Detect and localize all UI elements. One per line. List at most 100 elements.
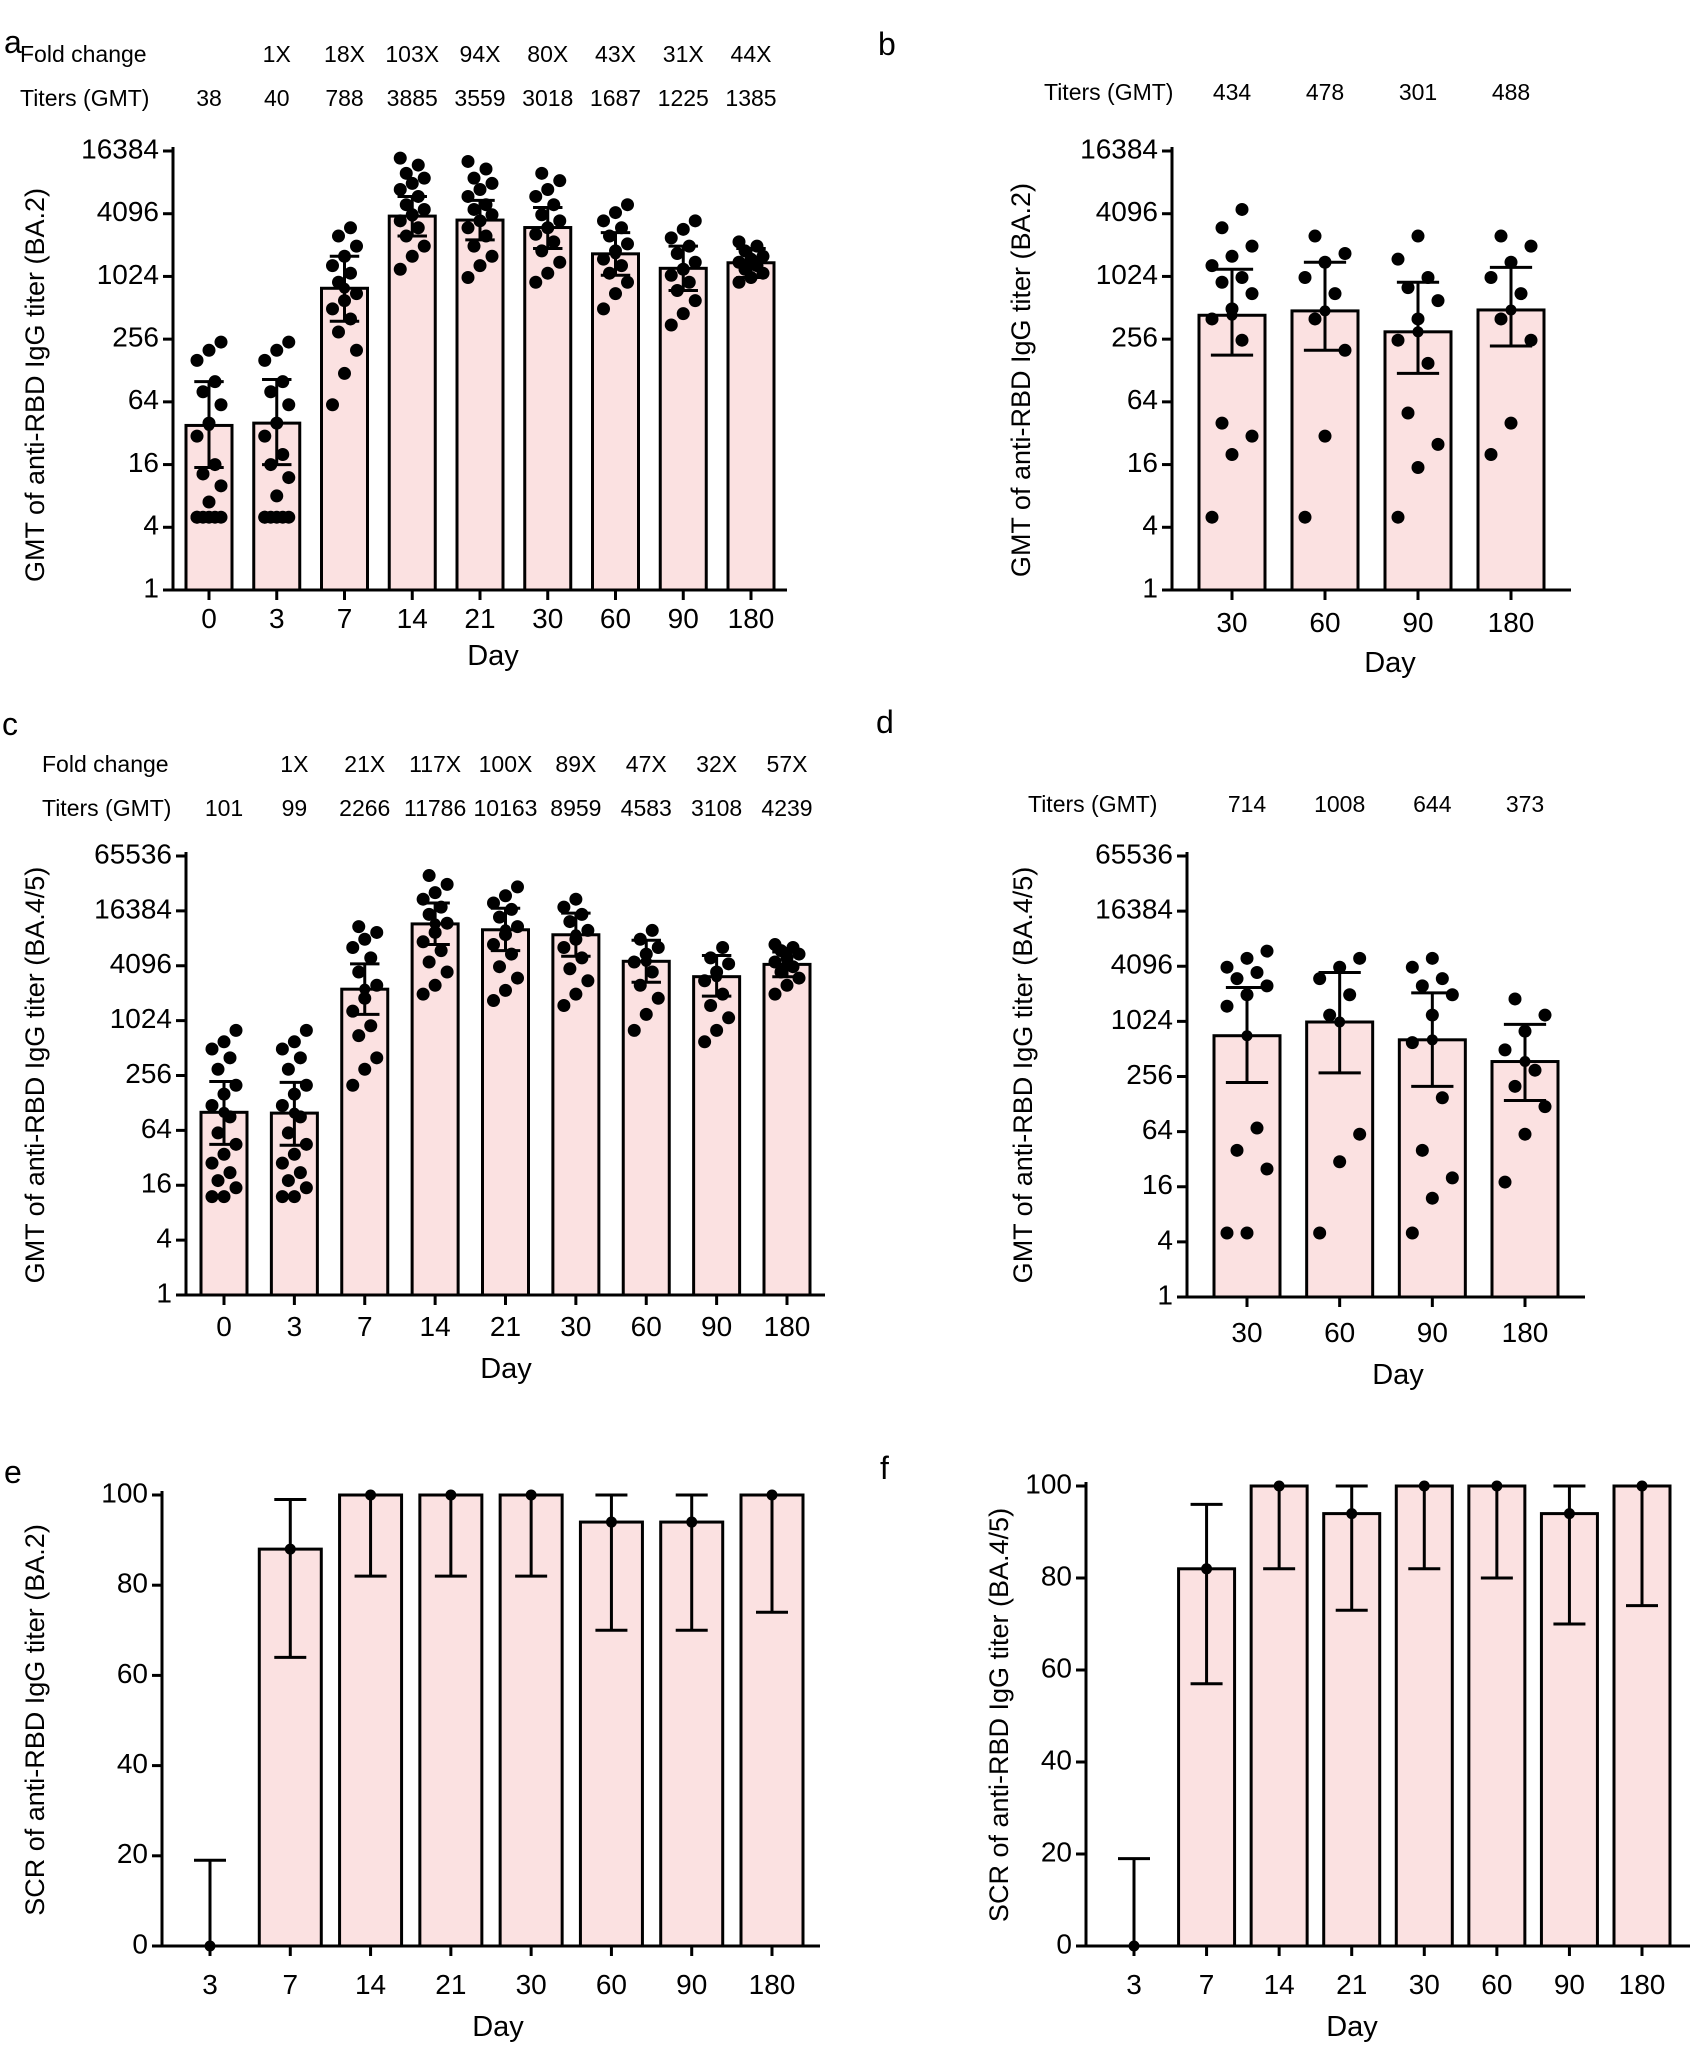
y-axis-label: GMT of anti-RBD IgG titer (BA.2): [1006, 183, 1036, 577]
data-point: [698, 974, 712, 988]
x-tick-label: 180: [1619, 1969, 1666, 2000]
bar: [320, 286, 369, 592]
data-point: [1391, 333, 1405, 347]
mean-marker: [605, 1516, 617, 1528]
data-point: [1250, 1121, 1264, 1135]
header-value: 1X: [263, 41, 291, 67]
x-tick-label: 180: [1502, 1317, 1549, 1348]
header-row-label: Fold change: [42, 751, 169, 777]
x-tick-label: 60: [631, 1311, 662, 1342]
data-point: [639, 1007, 653, 1021]
data-point: [1425, 951, 1439, 965]
data-point: [217, 1190, 231, 1204]
data-point: [1230, 1143, 1244, 1157]
data-point: [627, 1023, 641, 1037]
data-point: [299, 1078, 313, 1092]
data-point: [1333, 1155, 1347, 1169]
header-value: 47X: [626, 751, 667, 777]
x-axis-label: Day: [1326, 2011, 1378, 2043]
data-point: [1245, 239, 1259, 253]
y-axis-label: SCR of anti-RBD IgG titer (BA.2): [20, 1524, 50, 1916]
data-point: [1205, 312, 1219, 326]
data-point: [473, 182, 487, 196]
panel-b: b Titers (GMT) 434 478 301 488 1 4 16 64 256 1024 40…: [878, 26, 1571, 679]
y-tick-label: 256: [1111, 322, 1158, 353]
data-point: [258, 429, 272, 443]
header-value: 31X: [663, 41, 704, 67]
data-point: [299, 1181, 313, 1195]
y-tick-label: 65536: [1095, 838, 1173, 869]
header-value: 373: [1506, 791, 1544, 817]
data-point: [1494, 229, 1508, 243]
x-axis-label: Day: [1372, 1359, 1424, 1391]
data-point: [370, 925, 384, 939]
data-point: [370, 978, 384, 992]
header-value: 478: [1306, 79, 1344, 105]
x-tick-label: 60: [1309, 607, 1340, 638]
header-value: 8959: [550, 795, 601, 821]
data-point: [1528, 1063, 1542, 1077]
data-point: [563, 962, 577, 976]
panel-letter: e: [4, 1454, 22, 1490]
data-point: [529, 275, 543, 289]
data-point: [411, 221, 425, 235]
data-point: [1431, 437, 1445, 451]
data-point: [405, 176, 419, 190]
data-point: [281, 1062, 295, 1076]
data-point: [621, 275, 634, 289]
x-tick-label: 3: [269, 603, 285, 634]
data-point: [682, 275, 696, 289]
data-point: [1353, 1127, 1367, 1141]
x-tick-label: 60: [1481, 1969, 1512, 2000]
data-point: [364, 1019, 378, 1033]
data-point: [670, 246, 684, 260]
y-tick-label: 16384: [1080, 133, 1158, 164]
header-value: 94X: [460, 41, 501, 67]
mean-marker: [766, 1489, 778, 1501]
header-value: 788: [325, 85, 363, 111]
x-tick-label: 180: [749, 1969, 796, 2000]
y-tick-label: 40: [1041, 1744, 1072, 1775]
x-tick-label: 21: [464, 603, 495, 634]
data-point: [358, 1062, 372, 1076]
data-point: [293, 1166, 307, 1180]
y-tick-label: 256: [1126, 1059, 1173, 1090]
x-tick-label: 7: [357, 1311, 373, 1342]
y-tick-label: 64: [141, 1113, 172, 1144]
data-point: [609, 287, 622, 301]
mean-marker: [1426, 1034, 1438, 1046]
data-point: [487, 938, 500, 952]
data-point: [704, 999, 718, 1013]
data-point: [1333, 960, 1347, 974]
data-point: [1235, 271, 1249, 285]
y-tick-label: 20: [117, 1838, 148, 1869]
data-point: [1425, 1191, 1439, 1205]
data-point: [1328, 287, 1342, 301]
data-point: [282, 398, 296, 412]
data-point: [557, 940, 571, 954]
header-value: 3559: [454, 85, 505, 111]
data-point: [541, 266, 555, 280]
data-point: [205, 1190, 219, 1204]
data-point: [1220, 999, 1234, 1013]
data-point: [676, 307, 690, 321]
data-point: [1313, 972, 1327, 986]
data-point: [688, 214, 702, 228]
data-point: [1538, 1100, 1552, 1114]
mean-marker: [1319, 305, 1331, 317]
y-tick-label: 16384: [94, 893, 172, 924]
x-axis-label: Day: [472, 2011, 524, 2043]
y-tick-label: 4096: [1096, 196, 1158, 227]
data-point: [428, 886, 442, 900]
data-point: [1524, 239, 1538, 253]
mean-marker: [1346, 1508, 1358, 1520]
y-tick-label: 80: [117, 1568, 148, 1599]
data-point: [326, 398, 339, 412]
data-point: [440, 916, 454, 930]
data-point: [461, 154, 475, 168]
mean-marker: [1418, 1480, 1430, 1492]
x-tick-label: 3: [202, 1969, 218, 2000]
data-point: [597, 302, 610, 316]
data-point: [722, 1011, 736, 1025]
panel-e: e 0 20 40 60 80 100 3 7 14 21 30 60 90 180 Day SCR of an…: [4, 1454, 820, 2043]
